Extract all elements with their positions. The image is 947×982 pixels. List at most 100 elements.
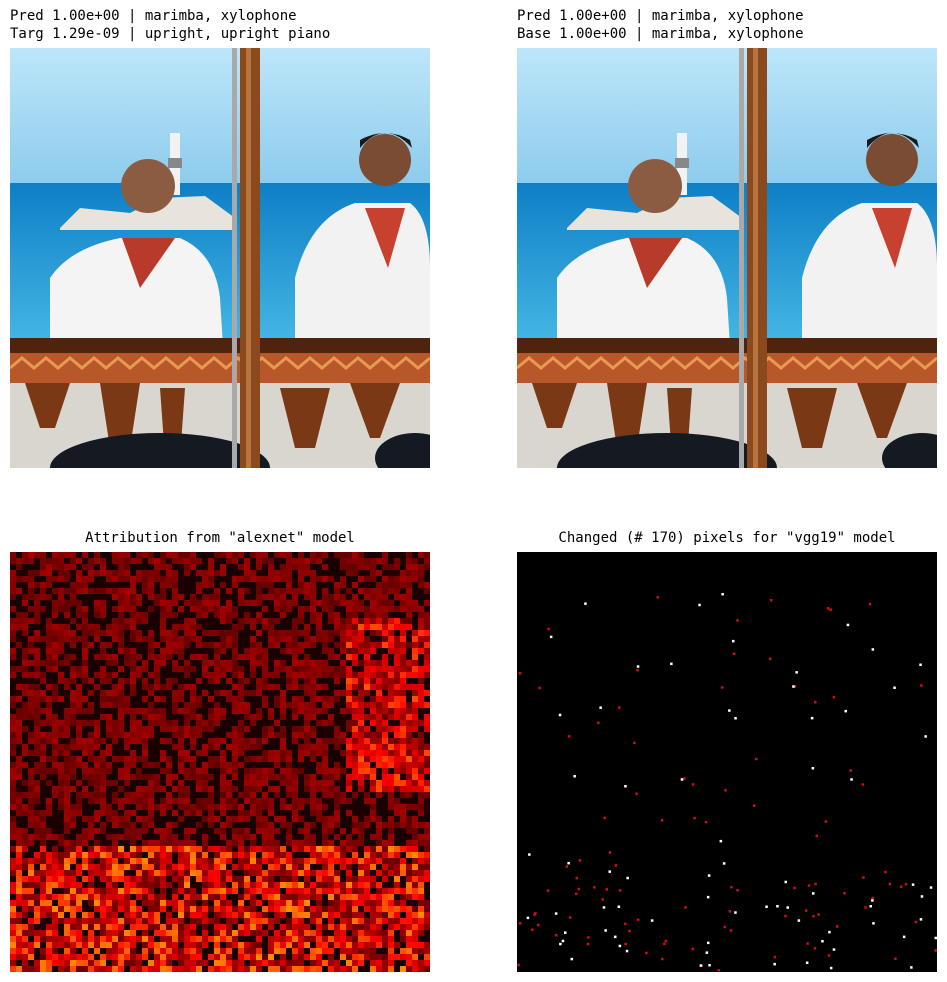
heat-cell <box>364 816 370 822</box>
heat-cell <box>358 870 364 876</box>
heat-cell <box>376 630 382 636</box>
heat-cell <box>190 804 196 810</box>
heat-cell <box>100 756 106 762</box>
heat-cell <box>142 822 148 828</box>
heat-cell <box>82 588 88 594</box>
heat-cell <box>268 558 274 564</box>
changed-pixel <box>724 789 727 792</box>
heat-cell <box>142 954 148 960</box>
heat-cell <box>262 618 268 624</box>
heat-cell <box>148 630 154 636</box>
heat-cell <box>118 786 124 792</box>
heat-cell <box>58 564 64 570</box>
heat-cell <box>76 756 82 762</box>
heat-cell <box>382 738 388 744</box>
changed-pixel <box>832 948 836 951</box>
heat-cell <box>70 846 76 852</box>
heat-cell <box>298 702 304 708</box>
heat-cell <box>400 726 406 732</box>
heat-cell <box>352 636 358 642</box>
heat-cell <box>70 582 76 588</box>
heat-cell <box>82 660 88 666</box>
heat-cell <box>124 930 130 936</box>
heat-cell <box>118 600 124 606</box>
heat-cell <box>28 672 34 678</box>
heat-cell <box>88 816 94 822</box>
heat-cell <box>160 660 166 666</box>
heat-cell <box>340 600 346 606</box>
heat-cell <box>22 924 28 930</box>
heat-cell <box>238 954 244 960</box>
heat-cell <box>112 930 118 936</box>
heat-cell <box>100 804 106 810</box>
heat-cell <box>130 798 136 804</box>
heat-cell <box>280 774 286 780</box>
heat-cell <box>286 672 292 678</box>
heat-cell <box>70 738 76 744</box>
heat-cell <box>148 936 154 942</box>
heat-cell <box>172 594 178 600</box>
heat-cell <box>82 840 88 846</box>
heat-cell <box>148 714 154 720</box>
heat-cell <box>358 864 364 870</box>
heat-cell <box>118 846 124 852</box>
heat-cell <box>292 768 298 774</box>
heat-cell <box>136 786 142 792</box>
heat-cell <box>112 606 118 612</box>
heat-cell <box>214 738 220 744</box>
heat-cell <box>160 954 166 960</box>
heat-cell <box>100 828 106 834</box>
heat-cell <box>280 966 286 972</box>
heat-cell <box>316 660 322 666</box>
heat-cell <box>250 834 256 840</box>
heat-cell <box>166 804 172 810</box>
heat-cell <box>10 606 16 612</box>
heat-cell <box>64 600 70 606</box>
heat-cell <box>64 828 70 834</box>
heat-cell <box>148 642 154 648</box>
heat-cell <box>400 660 406 666</box>
heat-cell <box>52 660 58 666</box>
heat-cell <box>400 600 406 606</box>
heat-cell <box>346 666 352 672</box>
heat-cell <box>256 966 262 972</box>
heat-cell <box>124 756 130 762</box>
heat-cell <box>208 630 214 636</box>
heat-cell <box>208 954 214 960</box>
heat-cell <box>232 654 238 660</box>
heat-cell <box>16 642 22 648</box>
heat-cell <box>226 840 232 846</box>
heat-cell <box>196 822 202 828</box>
heat-cell <box>364 888 370 894</box>
heat-cell <box>70 954 76 960</box>
heat-cell <box>412 720 418 726</box>
heat-cell <box>286 582 292 588</box>
heat-cell <box>328 960 334 966</box>
heat-cell <box>82 924 88 930</box>
heat-cell <box>346 612 352 618</box>
heat-cell <box>172 786 178 792</box>
heat-cell <box>208 738 214 744</box>
heat-cell <box>184 756 190 762</box>
heat-cell <box>130 942 136 948</box>
heat-cell <box>16 798 22 804</box>
heat-cell <box>40 636 46 642</box>
heat-cell <box>184 786 190 792</box>
changed-pixel <box>805 961 809 964</box>
heat-cell <box>304 942 310 948</box>
heat-cell <box>256 594 262 600</box>
heat-cell <box>418 702 424 708</box>
heat-cell <box>40 750 46 756</box>
heat-cell <box>34 654 40 660</box>
heat-cell <box>286 894 292 900</box>
heat-cell <box>412 870 418 876</box>
heat-cell <box>382 858 388 864</box>
heat-cell <box>64 732 70 738</box>
heat-cell <box>16 696 22 702</box>
heat-cell <box>70 966 76 972</box>
heat-cell <box>118 594 124 600</box>
heat-cell <box>292 918 298 924</box>
heat-cell <box>40 762 46 768</box>
heat-cell <box>106 870 112 876</box>
heat-cell <box>10 666 16 672</box>
